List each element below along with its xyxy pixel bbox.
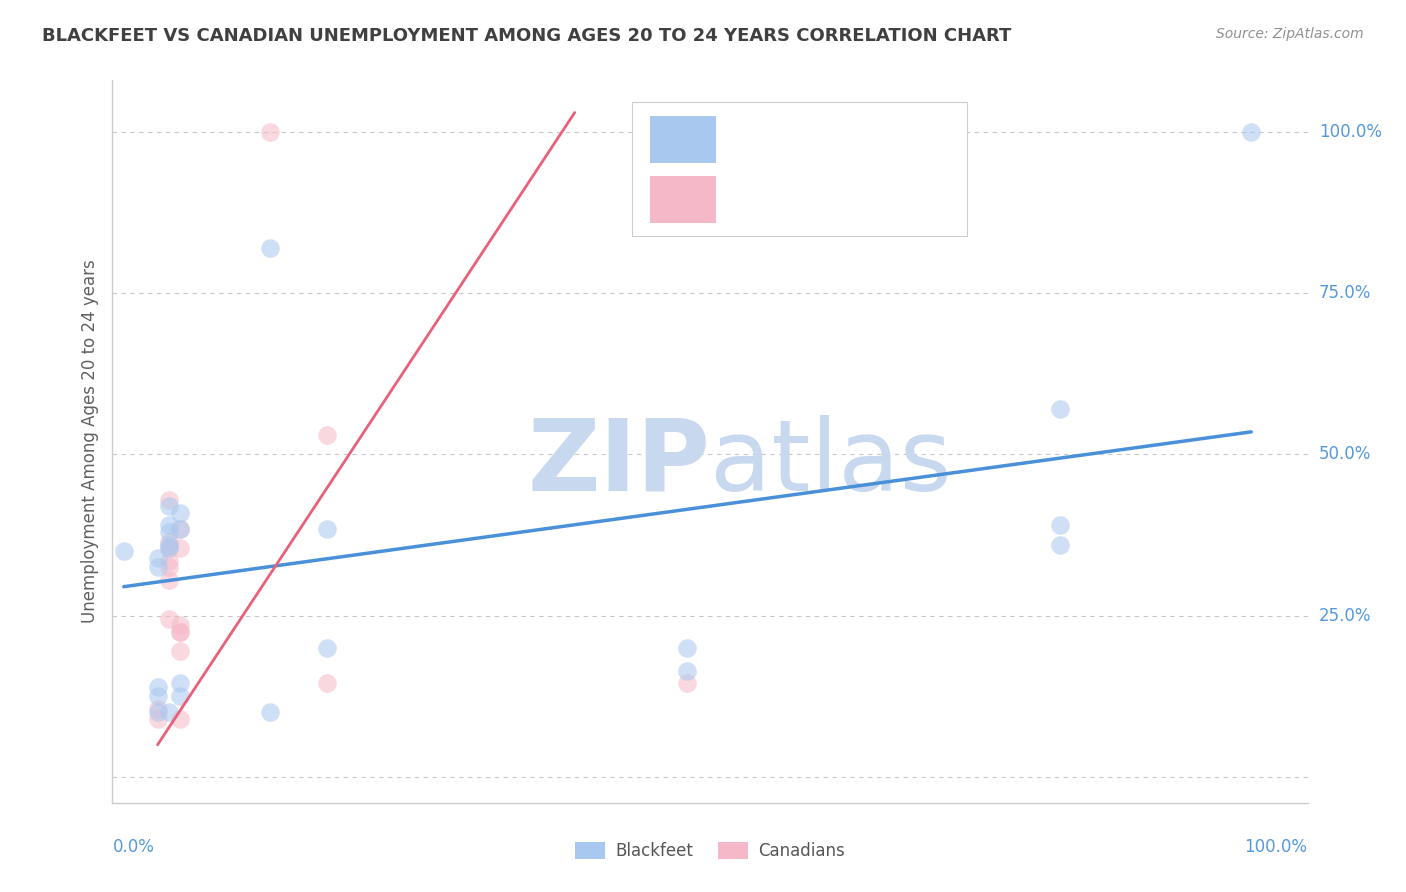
Point	[112, 544, 135, 558]
Point	[146, 680, 169, 694]
Point	[157, 518, 180, 533]
Point	[169, 624, 191, 639]
Point	[169, 712, 191, 726]
Point	[146, 712, 169, 726]
Text: Source: ZipAtlas.com: Source: ZipAtlas.com	[1216, 27, 1364, 41]
Point	[676, 664, 699, 678]
Point	[169, 690, 191, 704]
Point	[169, 541, 191, 555]
Point	[315, 428, 337, 442]
Point	[315, 676, 337, 690]
Point	[169, 522, 191, 536]
FancyBboxPatch shape	[633, 102, 967, 235]
Text: 50.0%: 50.0%	[1319, 445, 1371, 464]
Point	[315, 522, 337, 536]
Point	[1240, 125, 1263, 139]
Point	[146, 690, 169, 704]
Point	[676, 676, 699, 690]
Point	[146, 706, 169, 720]
Point	[157, 706, 180, 720]
Point	[1049, 538, 1071, 552]
Point	[259, 125, 281, 139]
Legend: Blackfeet, Canadians: Blackfeet, Canadians	[568, 835, 852, 867]
Point	[157, 560, 180, 574]
Text: 0.0%: 0.0%	[112, 838, 155, 855]
Point	[169, 506, 191, 520]
Point	[157, 573, 180, 587]
Y-axis label: Unemployment Among Ages 20 to 24 years: Unemployment Among Ages 20 to 24 years	[80, 260, 98, 624]
Point	[1049, 402, 1071, 417]
Point	[157, 524, 180, 539]
Bar	[651, 177, 716, 223]
Text: 100.0%: 100.0%	[1244, 838, 1308, 855]
Point	[1049, 518, 1071, 533]
Point	[157, 534, 180, 549]
Point	[157, 492, 180, 507]
Text: atlas: atlas	[710, 415, 952, 512]
Point	[157, 538, 180, 552]
Point	[169, 618, 191, 632]
Point	[676, 640, 699, 655]
Text: 25.0%: 25.0%	[1319, 607, 1371, 624]
Text: 75.0%: 75.0%	[1319, 285, 1371, 302]
Point	[157, 541, 180, 555]
Point	[157, 612, 180, 626]
Point	[157, 554, 180, 568]
Point	[146, 560, 169, 574]
Text: BLACKFEET VS CANADIAN UNEMPLOYMENT AMONG AGES 20 TO 24 YEARS CORRELATION CHART: BLACKFEET VS CANADIAN UNEMPLOYMENT AMONG…	[42, 27, 1011, 45]
Bar	[651, 116, 716, 163]
Point	[315, 640, 337, 655]
Text: ZIP: ZIP	[527, 415, 710, 512]
Text: R = 0.296   N = 26: R = 0.296 N = 26	[734, 128, 918, 145]
Point	[146, 702, 169, 716]
Point	[157, 541, 180, 555]
Point	[259, 706, 281, 720]
Text: R = 0.871   N = 20: R = 0.871 N = 20	[734, 189, 918, 207]
Point	[169, 522, 191, 536]
Point	[259, 241, 281, 255]
Text: 100.0%: 100.0%	[1319, 123, 1382, 141]
Point	[169, 624, 191, 639]
Point	[169, 644, 191, 658]
Point	[169, 676, 191, 690]
Point	[157, 499, 180, 513]
Point	[146, 550, 169, 565]
